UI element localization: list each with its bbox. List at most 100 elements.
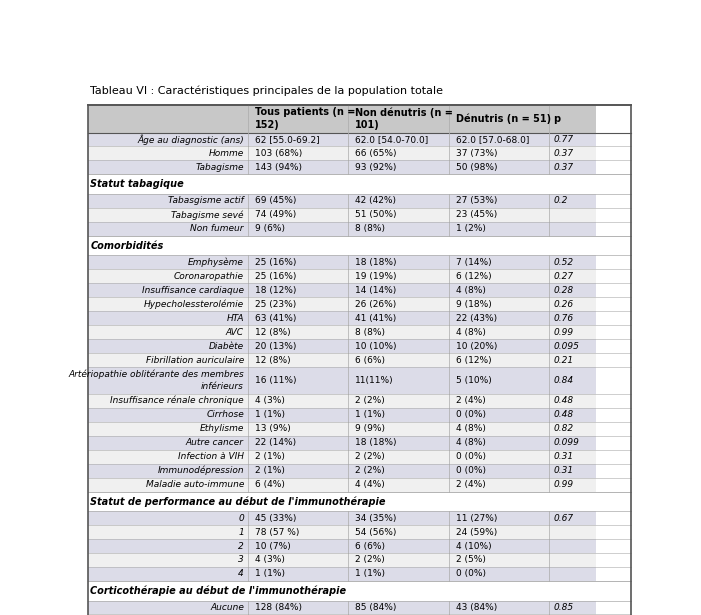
Bar [88,581,631,600]
Bar [348,394,449,408]
Bar [550,105,596,132]
Text: Tabagisme: Tabagisme [196,163,244,172]
Bar [348,284,449,298]
Text: 1 (1%): 1 (1%) [255,569,285,579]
Bar [449,478,550,491]
Text: 10 (7%): 10 (7%) [255,542,291,550]
Text: 19 (19%): 19 (19%) [355,272,397,281]
Text: 66 (65%): 66 (65%) [355,149,397,158]
Text: 23 (45%): 23 (45%) [456,210,497,220]
Text: 4: 4 [238,569,244,579]
Bar [449,600,550,614]
Text: Ethylisme: Ethylisme [200,424,244,433]
Bar [550,269,596,284]
Text: 0.52: 0.52 [553,258,573,267]
Bar [88,325,248,339]
Text: 8 (8%): 8 (8%) [355,328,386,337]
Text: 43 (84%): 43 (84%) [456,603,497,612]
Text: 103 (68%): 103 (68%) [255,149,302,158]
Bar [248,132,348,146]
Bar [88,553,248,567]
Text: Tous patients (n =: Tous patients (n = [255,108,355,117]
Text: Aucune: Aucune [210,603,244,612]
Bar [348,353,449,367]
Bar [348,539,449,553]
Text: 42 (42%): 42 (42%) [355,196,397,205]
Bar [248,553,348,567]
Text: Tabagisme sevé: Tabagisme sevé [171,210,244,220]
Bar [248,146,348,161]
Text: Homme: Homme [209,149,244,158]
Bar [550,339,596,353]
Text: 4 (3%): 4 (3%) [255,555,285,565]
Bar [88,478,248,491]
Text: 1 (1%): 1 (1%) [355,410,386,419]
Text: 22 (14%): 22 (14%) [255,438,296,447]
Bar [550,161,596,175]
Bar [449,435,550,450]
Bar [348,255,449,269]
Bar [348,525,449,539]
Bar [248,422,348,435]
Bar [248,367,348,394]
Bar [248,194,348,208]
Bar [88,222,248,236]
Text: 0.27: 0.27 [553,272,573,281]
Text: 0.31: 0.31 [553,452,573,461]
Bar [88,450,248,464]
Text: 1 (2%): 1 (2%) [456,224,486,234]
Bar [550,408,596,422]
Bar [248,284,348,298]
Text: 0.095: 0.095 [553,342,579,351]
Text: 6 (12%): 6 (12%) [456,272,491,281]
Text: 4 (4%): 4 (4%) [355,480,385,489]
Text: 0.48: 0.48 [553,410,573,419]
Text: 0.48: 0.48 [553,396,573,405]
Bar [88,311,248,325]
Text: Statut de performance au début de l'immunothérapie: Statut de performance au début de l'immu… [90,496,386,507]
Text: AVC: AVC [226,328,244,337]
Text: 0.37: 0.37 [553,149,573,158]
Text: 9 (9%): 9 (9%) [355,424,386,433]
Text: 78 (57 %): 78 (57 %) [255,528,299,536]
Text: 34 (35%): 34 (35%) [355,514,397,523]
Bar [88,284,248,298]
Bar [550,353,596,367]
Bar [550,450,596,464]
Text: 7 (14%): 7 (14%) [456,258,491,267]
Bar [449,208,550,222]
Text: 5 (10%): 5 (10%) [456,376,491,385]
Text: 0.099: 0.099 [553,438,579,447]
Text: 0.21: 0.21 [553,355,573,365]
Text: 12 (8%): 12 (8%) [255,355,290,365]
Text: 128 (84%): 128 (84%) [255,603,302,612]
Text: 0.82: 0.82 [553,424,573,433]
Bar [88,422,248,435]
Bar [449,269,550,284]
Text: 6 (6%): 6 (6%) [355,542,386,550]
Text: 2 (4%): 2 (4%) [456,480,486,489]
Text: 2 (1%): 2 (1%) [255,452,285,461]
Bar [550,553,596,567]
Text: 12 (8%): 12 (8%) [255,328,290,337]
Bar [449,539,550,553]
Text: 4 (10%): 4 (10%) [456,542,491,550]
Text: 6 (12%): 6 (12%) [456,355,491,365]
Bar [88,525,248,539]
Bar [550,511,596,525]
Text: 45 (33%): 45 (33%) [255,514,297,523]
Text: 74 (49%): 74 (49%) [255,210,297,220]
Text: 2: 2 [238,542,244,550]
Bar [248,511,348,525]
Bar [348,311,449,325]
Bar [348,600,449,614]
Bar [88,539,248,553]
Bar [248,464,348,478]
Text: 11(11%): 11(11%) [355,376,394,385]
Text: p: p [552,114,560,124]
Bar [550,222,596,236]
Bar [348,511,449,525]
Bar [348,269,449,284]
Bar [248,325,348,339]
Text: 0.77: 0.77 [553,135,573,144]
